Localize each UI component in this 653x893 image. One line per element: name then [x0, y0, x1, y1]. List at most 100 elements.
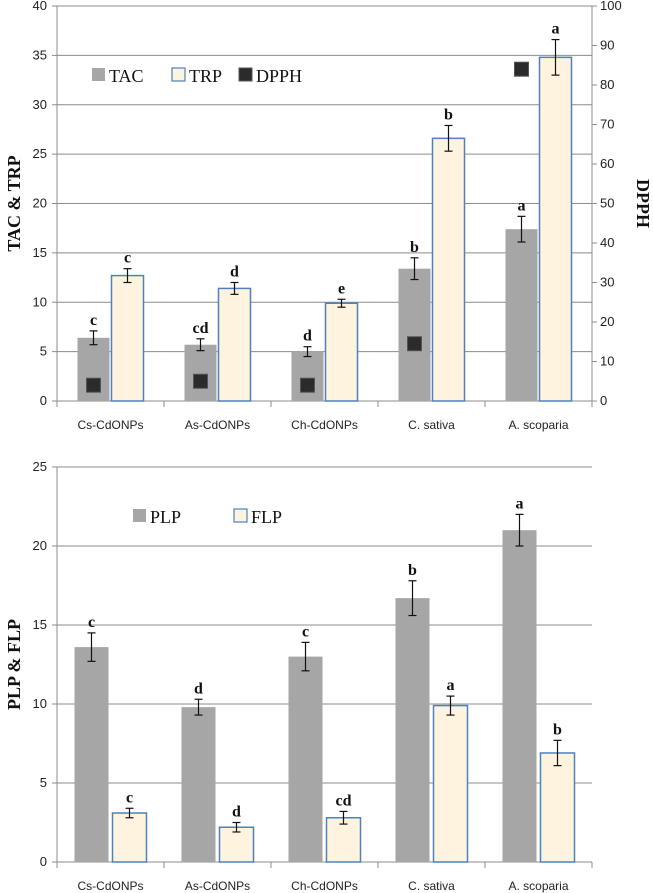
bar: [217, 287, 252, 402]
y2-axis-title: DPPH: [633, 179, 653, 228]
series-TAC: c cd d b a: [77, 197, 538, 401]
x-tick-label: A. scoparia: [508, 418, 568, 432]
legend: PLP FLP: [133, 507, 282, 527]
significance-letter: a: [518, 197, 526, 214]
dpph-marker: [514, 61, 529, 77]
bar: [502, 530, 537, 862]
legend-swatch: [171, 67, 186, 82]
bar: [431, 137, 466, 402]
x-tick-label: Ch-CdONPs: [291, 418, 358, 432]
bar: [398, 268, 431, 401]
legend-swatch: [238, 67, 253, 82]
legend: TAC TRP DPPH: [92, 66, 302, 86]
significance-letter: c: [90, 312, 97, 329]
bar: [432, 704, 469, 863]
x-tick-label: As-CdONPs: [185, 418, 250, 432]
legend-label: TRP: [189, 66, 222, 86]
y-axis-title: TAC & TRP: [4, 155, 24, 251]
significance-letter: a: [447, 677, 455, 694]
y-tick-label: 35: [33, 47, 47, 62]
x-tick-label: A. scoparia: [508, 879, 568, 893]
significance-letter: cd: [336, 792, 352, 809]
y2-tick-label: 40: [600, 235, 614, 250]
bar: [184, 344, 217, 401]
significance-letter: b: [408, 562, 417, 579]
y2-tick-label: 10: [600, 354, 614, 369]
dpph-marker: [407, 336, 422, 352]
dpph-marker: [193, 373, 208, 389]
dpph-marker: [86, 377, 101, 393]
y-axis-title: PLP & FLP: [4, 619, 24, 710]
x-tick-label: Ch-CdONPs: [291, 879, 358, 893]
significance-letter: cd: [193, 320, 209, 337]
significance-letter: a: [552, 21, 560, 38]
series-DPPH: [86, 61, 529, 393]
y-tick-label: 10: [33, 294, 47, 309]
y-tick-label: 5: [40, 775, 47, 790]
significance-letter: c: [302, 623, 309, 640]
bar: [181, 707, 216, 862]
y2-tick-label: 0: [600, 393, 607, 408]
legend-swatch: [233, 508, 248, 523]
x-tick-label: C. sativa: [408, 418, 455, 432]
significance-letter: d: [303, 328, 312, 345]
y-tick-label: 20: [33, 196, 47, 211]
gridlines: [57, 5, 592, 353]
y-tick-label: 5: [40, 344, 47, 359]
significance-letter: c: [88, 614, 95, 631]
y-tick-label: 15: [33, 617, 47, 632]
y2-tick-label: 90: [600, 38, 614, 53]
significance-letter: b: [444, 106, 453, 123]
y-tick-label: 10: [33, 696, 47, 711]
y2-tick-label: 50: [600, 196, 614, 211]
bar: [505, 229, 538, 401]
y2-tick-label: 70: [600, 117, 614, 132]
y-tick-label: 15: [33, 245, 47, 260]
bar: [325, 817, 362, 863]
significance-letter: c: [126, 789, 133, 806]
y-tick-label: 30: [33, 97, 47, 112]
x-tick-label: Cs-CdONPs: [77, 879, 143, 893]
bar: [218, 826, 255, 863]
bar: [538, 56, 573, 402]
dpph-marker: [300, 377, 315, 393]
y2-tick-label: 20: [600, 314, 614, 329]
legend-label: TAC: [109, 66, 144, 86]
significance-letter: b: [553, 721, 562, 738]
significance-letter: c: [124, 250, 131, 267]
y2-tick-label: 30: [600, 275, 614, 290]
significance-letter: b: [410, 239, 419, 256]
y2-tick-label: 80: [600, 77, 614, 92]
legend-label: FLP: [251, 507, 282, 527]
legend-label: PLP: [150, 507, 181, 527]
chart-panel-1: 0 5 10 15 20 25 30 35 40 0 10 20 30 40 50 60 70 80 90 100 Cs…: [4, 0, 653, 432]
y-tick-label: 40: [33, 0, 47, 13]
x-tick-label: C. sativa: [408, 879, 455, 893]
bar: [288, 656, 323, 862]
x-tick-label: As-CdONPs: [185, 879, 250, 893]
y2-tick-label: 100: [600, 0, 622, 13]
bar: [111, 812, 148, 863]
y2-tick-label: 60: [600, 156, 614, 171]
legend-swatch: [133, 509, 146, 522]
legend-label: DPPH: [256, 66, 302, 86]
bar: [324, 302, 359, 402]
significance-letter: a: [516, 495, 524, 512]
bar: [291, 351, 324, 401]
bar: [395, 598, 430, 862]
bar: [110, 274, 145, 402]
legend-swatch: [92, 68, 105, 81]
significance-letter: e: [338, 280, 345, 297]
y-tick-label: 0: [40, 854, 47, 869]
bar: [74, 647, 109, 862]
x-tick-label: Cs-CdONPs: [77, 418, 143, 432]
y-tick-label: 20: [33, 538, 47, 553]
significance-letter: d: [232, 804, 241, 821]
bar: [539, 752, 576, 863]
y-tick-label: 0: [40, 393, 47, 408]
chart-panel-2: 0 5 10 15 20 25 Cs-CdONPs As-CdONPs Ch-CdONPs C. …: [4, 459, 593, 893]
significance-letter: d: [194, 680, 203, 697]
